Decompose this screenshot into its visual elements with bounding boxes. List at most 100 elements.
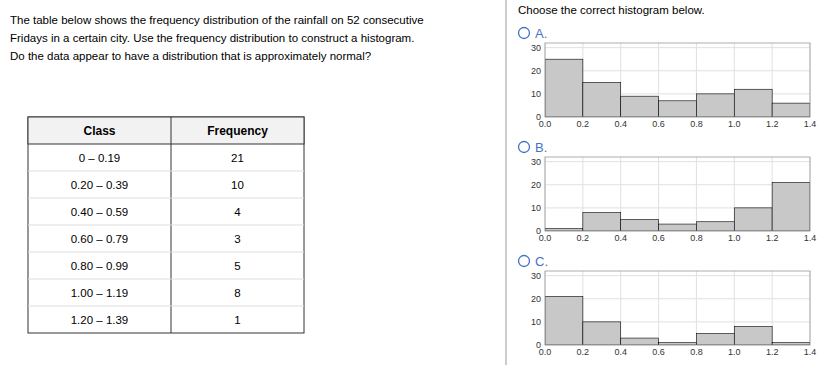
y-tick-label: 30 — [531, 157, 541, 167]
plot-frame — [545, 43, 810, 117]
instruction-text: Choose the correct histogram below. — [518, 4, 705, 16]
option-label: A. — [535, 26, 547, 41]
histogram-panel: C.01020300.00.20.40.60.81.01.21.4 — [519, 254, 817, 358]
bars — [545, 182, 810, 231]
histogram-panel: B.01020300.00.20.40.60.81.01.21.4 — [519, 140, 817, 244]
x-tick-label: 1.4 — [804, 119, 817, 129]
radio-button[interactable] — [519, 142, 530, 153]
option-label: C. — [535, 254, 548, 269]
x-tick-label: 0.2 — [577, 233, 590, 243]
y-tick-label: 10 — [531, 89, 541, 99]
table-row-line — [28, 252, 304, 253]
histogram-bar — [734, 208, 772, 231]
plot-frame — [545, 157, 810, 231]
question-text: The table below shows the frequency dist… — [10, 14, 424, 26]
histogram-bar — [734, 89, 772, 117]
histogram-panel: Choose the correct histogram below.A.010… — [518, 4, 816, 129]
table-frequency: 4 — [234, 206, 241, 218]
histogram-bar — [772, 182, 810, 231]
table-class: 0.80 – 0.99 — [71, 260, 129, 272]
option-label: B. — [535, 140, 547, 155]
table-header-text: Class — [83, 124, 115, 138]
question-text: Fridays in a certain city. Use the frequ… — [10, 32, 414, 44]
table-frequency: 3 — [234, 233, 240, 245]
table-frequency: 1 — [234, 314, 240, 326]
x-tick-label: 0.4 — [614, 233, 627, 243]
x-tick-label: 1.4 — [804, 233, 817, 243]
table-class: 0 – 0.19 — [79, 152, 121, 164]
table-row-line — [28, 171, 304, 172]
x-tick-label: 0.8 — [690, 119, 703, 129]
histogram-bar — [583, 82, 621, 117]
grid-line — [545, 47, 810, 48]
table-frequency: 21 — [231, 152, 244, 164]
x-tick-label: 0.6 — [652, 119, 665, 129]
x-tick-label: 1.0 — [728, 347, 741, 357]
histogram-bar — [621, 338, 659, 345]
bars — [545, 296, 810, 345]
radio-button[interactable] — [519, 256, 530, 267]
table-frequency: 10 — [231, 179, 244, 191]
histogram-bar — [545, 59, 583, 117]
table-row-line — [28, 279, 304, 280]
x-tick-label: 0.6 — [652, 347, 665, 357]
histogram-bar — [659, 101, 697, 117]
x-tick-label: 1.2 — [766, 347, 779, 357]
radio-button[interactable] — [519, 28, 530, 39]
table-header-text: Frequency — [207, 124, 268, 138]
histogram-bar — [772, 103, 810, 117]
histogram-bar — [621, 219, 659, 231]
grid-line — [696, 157, 697, 231]
table-class: 1.20 – 1.39 — [71, 314, 129, 326]
x-tick-label: 0.2 — [577, 347, 590, 357]
x-tick-label: 0.4 — [614, 119, 627, 129]
page: The table below shows the frequency dist… — [0, 0, 823, 365]
y-tick-label: 20 — [531, 180, 541, 190]
histogram-bar — [583, 322, 621, 345]
grid-line — [658, 271, 659, 345]
table-class: 0.60 – 0.79 — [71, 233, 129, 245]
x-tick-label: 0.0 — [539, 347, 552, 357]
x-tick-label: 1.0 — [728, 119, 741, 129]
x-tick-label: 1.2 — [766, 119, 779, 129]
table-class: 1.00 – 1.19 — [71, 287, 129, 299]
histogram-bar — [583, 213, 621, 232]
x-tick-label: 0.6 — [652, 233, 665, 243]
table-row-line — [28, 198, 304, 199]
grid-line — [545, 184, 810, 185]
table-row-line — [28, 306, 304, 307]
y-tick-label: 10 — [531, 317, 541, 327]
y-tick-label: 10 — [531, 203, 541, 213]
x-tick-label: 0.8 — [690, 233, 703, 243]
x-tick-label: 0.2 — [577, 119, 590, 129]
y-tick-label: 30 — [531, 43, 541, 53]
question-text: Do the data appear to have a distributio… — [10, 50, 371, 62]
table-class: 0.40 – 0.59 — [71, 206, 129, 218]
y-tick-label: 30 — [531, 271, 541, 281]
histogram-bar — [621, 96, 659, 117]
grid-line — [545, 70, 810, 71]
x-tick-label: 0.0 — [539, 233, 552, 243]
table-row-line — [28, 225, 304, 226]
histogram-bar — [659, 224, 697, 231]
panel-separator — [505, 0, 507, 365]
plot-frame — [545, 271, 810, 345]
grid-line — [545, 275, 810, 276]
grid-line — [545, 161, 810, 162]
x-tick-label: 1.0 — [728, 233, 741, 243]
histogram-bar — [545, 296, 583, 345]
x-tick-label: 0.8 — [690, 347, 703, 357]
x-tick-label: 1.2 — [766, 233, 779, 243]
y-tick-label: 20 — [531, 66, 541, 76]
table-class: 0.20 – 0.39 — [71, 179, 129, 191]
table-frequency: 8 — [234, 287, 240, 299]
table-header — [28, 117, 304, 144]
histogram-bar — [696, 333, 734, 345]
x-tick-label: 0.4 — [614, 347, 627, 357]
x-tick-label: 0.0 — [539, 119, 552, 129]
table-frequency: 5 — [234, 260, 240, 272]
question-panel: The table below shows the frequency dist… — [10, 14, 424, 333]
grid-line — [545, 298, 810, 299]
x-tick-label: 1.4 — [804, 347, 817, 357]
histogram-bar — [696, 222, 734, 231]
